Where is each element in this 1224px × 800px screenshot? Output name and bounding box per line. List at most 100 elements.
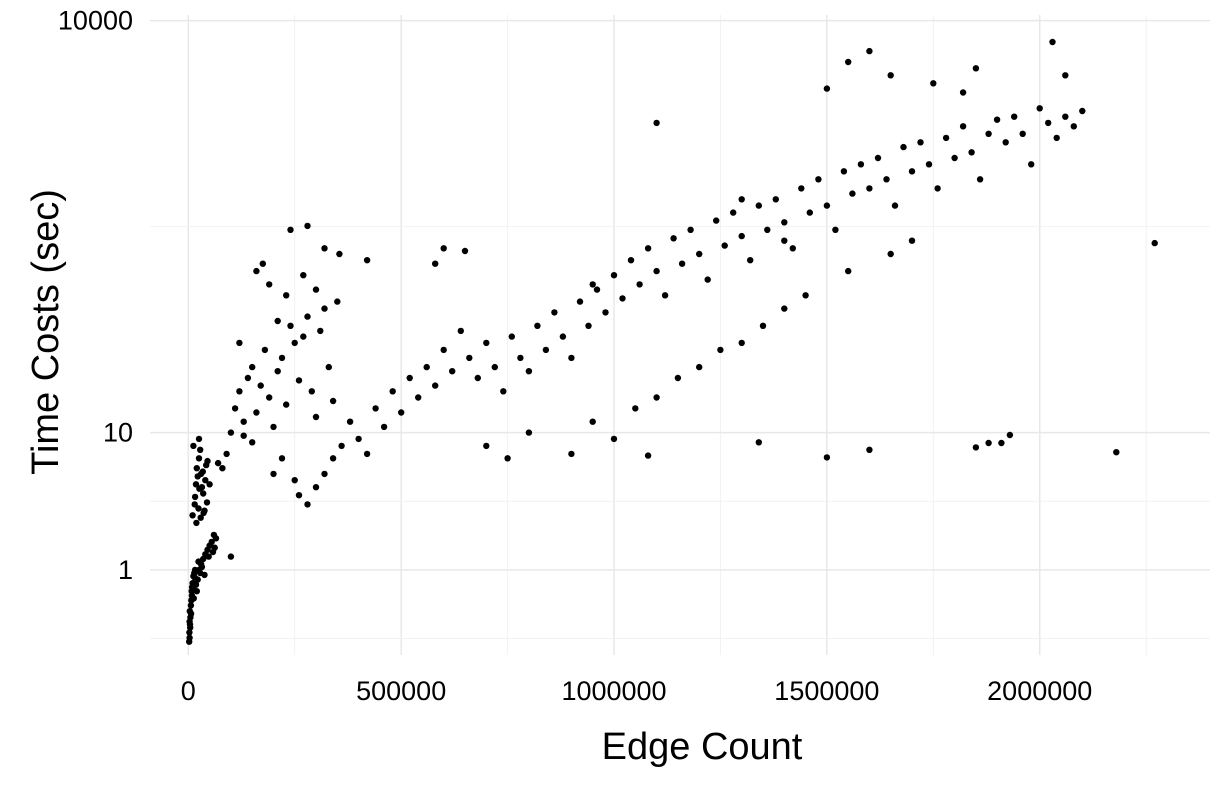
x-tick-label: 500000 xyxy=(356,676,446,706)
data-point xyxy=(542,346,550,354)
data-point xyxy=(283,401,290,408)
data-point xyxy=(887,250,894,258)
data-point xyxy=(274,317,281,325)
data-point xyxy=(192,581,200,588)
data-point xyxy=(934,185,941,192)
data-point xyxy=(346,418,354,425)
data-point xyxy=(200,490,207,497)
data-point xyxy=(747,257,754,264)
data-point xyxy=(440,346,447,354)
data-point xyxy=(304,313,311,320)
data-point xyxy=(738,196,745,203)
data-point xyxy=(266,394,273,401)
data-point xyxy=(196,485,203,492)
data-point xyxy=(576,298,584,305)
data-point xyxy=(253,409,260,416)
data-point xyxy=(204,457,211,465)
data-point xyxy=(186,618,193,625)
data-point xyxy=(993,116,1001,123)
data-point xyxy=(857,161,865,168)
data-point xyxy=(678,260,686,267)
data-point xyxy=(908,168,916,175)
data-points xyxy=(186,38,1158,645)
data-point xyxy=(738,232,745,240)
data-point xyxy=(874,154,882,162)
data-point xyxy=(193,465,200,472)
data-point xyxy=(483,339,490,347)
data-point xyxy=(363,450,371,458)
data-point xyxy=(755,439,762,446)
data-point xyxy=(1002,139,1009,146)
data-point xyxy=(423,363,430,371)
data-point xyxy=(764,226,771,233)
data-point xyxy=(717,346,724,354)
data-point xyxy=(1006,431,1014,439)
x-axis-ticks: 0 500000 1000000 1500000 2000000 xyxy=(181,676,1092,706)
data-point xyxy=(191,574,198,581)
data-point xyxy=(244,374,252,382)
y-axis-ticks: 1 10 10000 xyxy=(58,6,133,585)
data-point xyxy=(240,418,247,425)
data-point xyxy=(187,602,195,609)
data-point xyxy=(201,571,208,579)
data-point xyxy=(1028,161,1035,168)
data-point xyxy=(925,161,933,168)
data-point xyxy=(738,339,745,347)
data-point xyxy=(227,429,235,436)
data-point xyxy=(191,493,199,501)
data-point xyxy=(653,267,660,275)
data-point xyxy=(602,309,609,316)
data-point xyxy=(593,286,601,293)
data-point xyxy=(321,245,328,252)
data-point xyxy=(930,80,937,87)
y-tick-label: 1 xyxy=(118,555,133,585)
data-point xyxy=(274,368,281,375)
y-tick-label: 10 xyxy=(103,418,133,448)
x-tick-label: 1000000 xyxy=(561,676,666,706)
data-point xyxy=(187,610,195,617)
data-point xyxy=(432,382,439,389)
data-point xyxy=(191,501,198,508)
data-point xyxy=(917,139,924,146)
data-point xyxy=(504,455,511,462)
data-point xyxy=(908,237,916,244)
data-point xyxy=(568,450,575,458)
data-point xyxy=(998,439,1005,447)
data-point xyxy=(474,374,481,382)
data-point xyxy=(336,250,343,258)
data-point xyxy=(845,267,852,275)
data-point xyxy=(189,586,197,593)
data-point xyxy=(644,452,652,459)
data-point xyxy=(1151,239,1158,247)
data-point xyxy=(199,468,206,475)
data-point xyxy=(287,226,294,233)
data-point xyxy=(636,281,643,288)
x-tick-label: 1500000 xyxy=(774,676,879,706)
data-point xyxy=(195,455,203,462)
data-point xyxy=(389,388,396,395)
data-point xyxy=(585,322,592,329)
data-point xyxy=(866,185,873,192)
data-point xyxy=(968,149,975,156)
data-point xyxy=(483,442,490,450)
data-point xyxy=(798,185,805,192)
data-point xyxy=(355,435,362,443)
data-point xyxy=(525,368,533,375)
data-point xyxy=(1062,72,1069,79)
data-point xyxy=(1036,105,1043,112)
data-point xyxy=(300,272,307,279)
data-point xyxy=(187,624,194,631)
data-point xyxy=(190,595,197,602)
x-tick-label: 0 xyxy=(181,676,196,706)
data-point xyxy=(295,492,303,499)
data-point xyxy=(312,413,320,421)
data-point xyxy=(551,309,558,316)
data-point xyxy=(866,446,873,453)
data-point xyxy=(674,374,682,382)
data-point xyxy=(696,363,703,371)
data-point xyxy=(236,339,243,347)
data-point xyxy=(312,286,320,293)
data-point xyxy=(325,363,332,371)
data-point xyxy=(190,442,197,450)
